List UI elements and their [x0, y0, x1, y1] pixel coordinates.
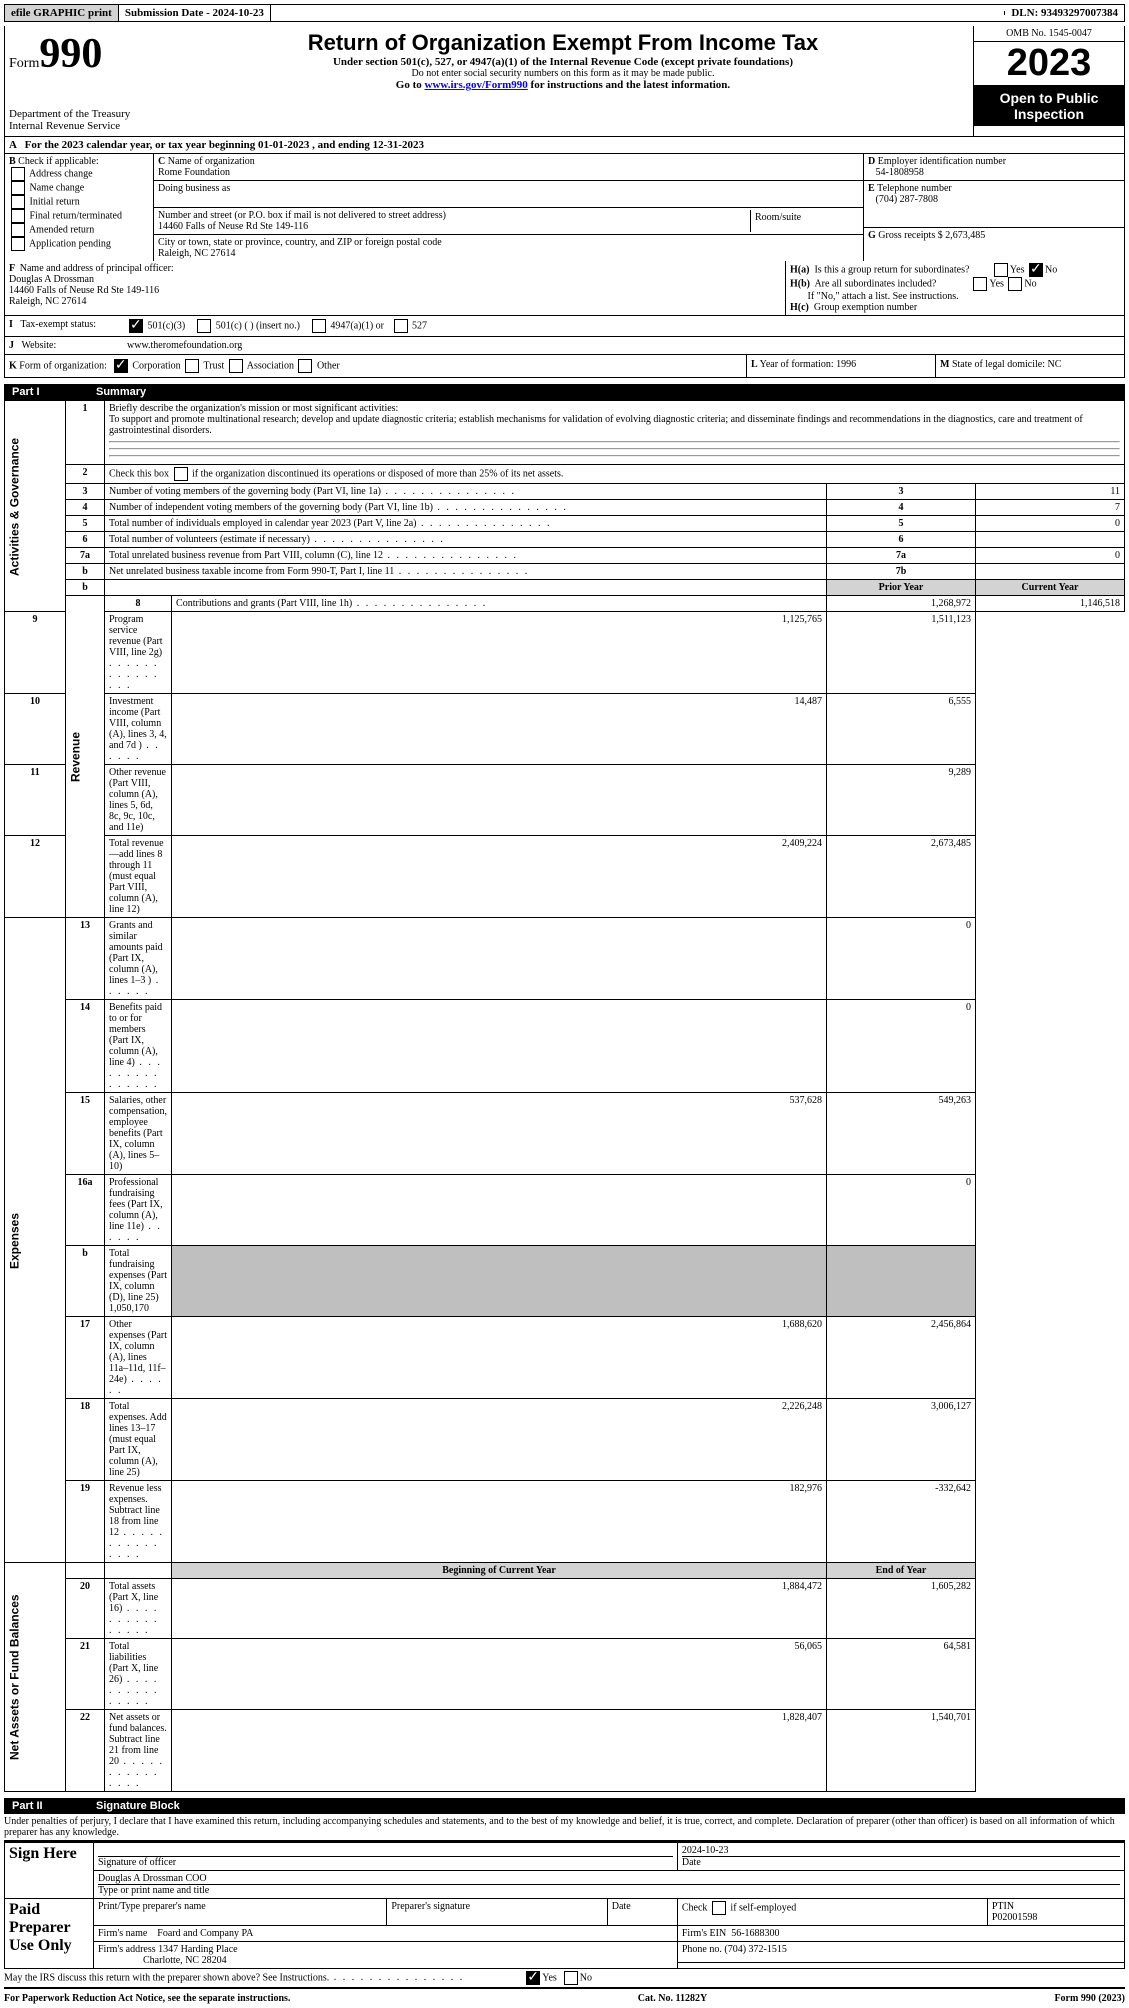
line6-val — [976, 532, 1125, 548]
dln: DLN: 93493297007384 — [1005, 5, 1124, 21]
corp-chk[interactable] — [114, 359, 128, 373]
sign-here-label: Sign Here — [5, 1843, 94, 1899]
501c3-chk[interactable] — [129, 319, 143, 333]
chk-address-change[interactable] — [11, 167, 25, 181]
form-header: Form990 Department of the Treasury Inter… — [4, 26, 1125, 137]
line7a-val: 0 — [976, 548, 1125, 564]
part1-header: Part ISummary — [4, 384, 1125, 400]
submission-date: Submission Date - 2024-10-23 — [119, 5, 271, 21]
ha-no[interactable] — [1029, 263, 1043, 277]
perjury-declaration: Under penalties of perjury, I declare th… — [4, 1814, 1125, 1842]
vlabel-expenses: Expenses — [5, 918, 66, 1563]
part2-header: Part IISignature Block — [4, 1798, 1125, 1814]
ha-yes[interactable] — [994, 263, 1008, 277]
mission-text: To support and promote multinational res… — [109, 414, 1083, 436]
firm-phone: (704) 372-1515 — [724, 1944, 787, 1955]
section-a: A For the 2023 calendar year, or tax yea… — [4, 137, 1125, 154]
top-bar: efile GRAPHIC print Submission Date - 20… — [4, 4, 1125, 22]
form-subtitle1: Under section 501(c), 527, or 4947(a)(1)… — [157, 56, 969, 68]
klm-row: K Form of organization: Corporation Trus… — [4, 355, 1125, 378]
irs-link[interactable]: www.irs.gov/Form990 — [425, 79, 528, 91]
firm-name: Foard and Company PA — [157, 1928, 253, 1939]
org-name: Rome Foundation — [158, 167, 230, 178]
527-chk[interactable] — [394, 319, 408, 333]
tax-year: 2023 — [974, 42, 1124, 86]
assoc-chk[interactable] — [229, 359, 243, 373]
signature-table: Sign Here Signature of officer 2024-10-2… — [4, 1842, 1125, 1969]
chk-initial-return[interactable] — [11, 195, 25, 209]
line7b-val — [976, 564, 1125, 580]
501c-chk[interactable] — [197, 319, 211, 333]
org-address: 14460 Falls of Neuse Rd Ste 149-116 — [158, 221, 308, 232]
officer-sig-name: Douglas A Drossman COO — [98, 1873, 207, 1884]
hb-yes[interactable] — [973, 277, 987, 291]
row-j: J Website: www.theromefoundation.org — [4, 337, 1125, 355]
dept-label: Department of the Treasury — [9, 108, 149, 120]
paid-preparer-label: Paid Preparer Use Only — [5, 1899, 94, 1969]
may-discuss-row: May the IRS discuss this return with the… — [4, 1969, 1125, 1989]
line5-val: 0 — [976, 516, 1125, 532]
firm-ein: 56-1688300 — [731, 1928, 779, 1939]
omb-number: OMB No. 1545-0047 — [974, 26, 1124, 42]
chk-amended[interactable] — [11, 223, 25, 237]
phone: (704) 287-7808 — [876, 194, 939, 205]
ptin: P02001598 — [992, 1912, 1038, 1923]
f-h-row: F Name and address of principal officer:… — [4, 261, 1125, 316]
col-b-checkboxes: B Check if applicable: Address change Na… — [5, 154, 154, 261]
officer-name: Douglas A Drossman — [9, 274, 94, 285]
form-link-row: Go to www.irs.gov/Form990 for instructio… — [157, 79, 969, 91]
l2-chk[interactable] — [174, 467, 188, 481]
discuss-yes[interactable] — [526, 1971, 540, 1985]
4947-chk[interactable] — [312, 319, 326, 333]
chk-final-return[interactable] — [11, 209, 25, 223]
part1-table: Activities & Governance 1 Briefly descri… — [4, 400, 1125, 1792]
row-i: I Tax-exempt status: 501(c)(3) 501(c) ( … — [4, 316, 1125, 337]
gross-receipts: 2,673,485 — [945, 230, 985, 241]
form-title: Return of Organization Exempt From Incom… — [157, 30, 969, 56]
line3-val: 11 — [976, 484, 1125, 500]
page-footer: For Paperwork Reduction Act Notice, see … — [4, 1993, 1125, 2004]
topbar-spacer — [271, 11, 1005, 15]
other-chk[interactable] — [298, 359, 312, 373]
self-employed-chk[interactable] — [712, 1901, 726, 1915]
vlabel-activities: Activities & Governance — [5, 401, 66, 612]
form-number: 990 — [39, 31, 102, 77]
form-subtitle2: Do not enter social security numbers on … — [157, 68, 969, 79]
website[interactable]: www.theromefoundation.org — [127, 340, 242, 351]
ein: 54-1808958 — [876, 167, 924, 178]
chk-name-change[interactable] — [11, 181, 25, 195]
open-public: Open to Public Inspection — [974, 86, 1124, 126]
vlabel-netassets: Net Assets or Fund Balances — [5, 1563, 66, 1792]
sig-date: 2024-10-23 — [682, 1845, 729, 1856]
form-label: Form — [9, 56, 39, 71]
hb-no[interactable] — [1008, 277, 1022, 291]
vlabel-revenue: Revenue — [66, 596, 105, 918]
org-city: Raleigh, NC 27614 — [158, 248, 236, 259]
irs-label: Internal Revenue Service — [9, 120, 149, 132]
discuss-no[interactable] — [564, 1971, 578, 1985]
efile-label[interactable]: efile GRAPHIC print — [5, 5, 119, 21]
state-domicile: NC — [1047, 359, 1061, 370]
line4-val: 7 — [976, 500, 1125, 516]
year-formation: 1996 — [836, 359, 856, 370]
chk-app-pending[interactable] — [11, 237, 25, 251]
trust-chk[interactable] — [185, 359, 199, 373]
info-grid: B Check if applicable: Address change Na… — [4, 154, 1125, 261]
